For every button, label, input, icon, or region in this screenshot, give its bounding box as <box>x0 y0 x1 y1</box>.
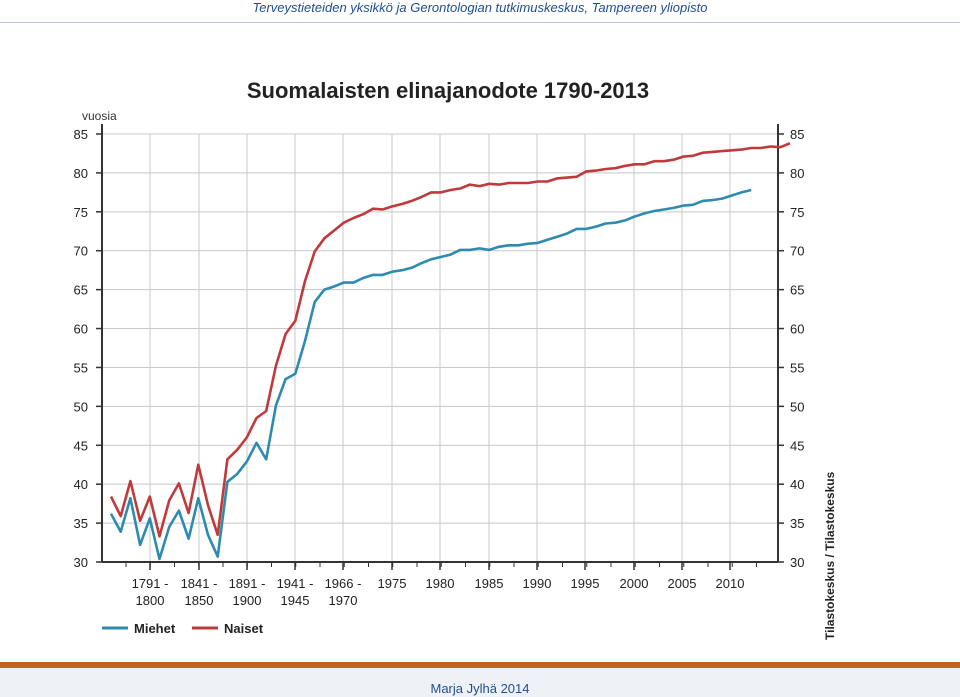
footer-panel <box>0 668 960 697</box>
y-tick-label-left: 65 <box>74 283 88 298</box>
x-tick-label: 1966 - <box>325 576 362 591</box>
header-divider <box>0 22 960 23</box>
series-line-miehet <box>109 188 752 561</box>
series-line-naiset <box>109 142 791 538</box>
bottom-accent-band <box>0 662 960 668</box>
y-tick-label-right: 30 <box>790 555 804 570</box>
y-tick-label-right: 45 <box>790 438 804 453</box>
author-footer: Marja Jylhä 2014 <box>430 681 530 696</box>
y-tick-label-left: 55 <box>74 360 88 375</box>
y-tick-label-right: 85 <box>790 127 804 142</box>
x-tick-labels: 1791 - 1800 1841 - 1850 1891 - 1900 1941 - 1945… <box>132 576 745 608</box>
y-tick-label-left: 35 <box>74 516 88 531</box>
presentation-header: Terveystieteiden yksikkö ja Gerontologia… <box>252 0 708 15</box>
y-tick-label-left: 75 <box>74 205 88 220</box>
x-tick-label: 2010 <box>716 576 745 591</box>
legend: Miehet Naiset <box>102 621 264 636</box>
y-tick-label-right: 55 <box>790 360 804 375</box>
y-tick-label-right: 40 <box>790 477 804 492</box>
x-tick-label: 2000 <box>620 576 649 591</box>
legend-label-miehet: Miehet <box>134 621 176 636</box>
x-tick-label: 1980 <box>426 576 455 591</box>
x-tick-label-second-line: 1800 <box>136 593 165 608</box>
x-tick-label: 1990 <box>523 576 552 591</box>
y-tick-label-right: 75 <box>790 205 804 220</box>
y-tick-label-right: 80 <box>790 166 804 181</box>
y-tick-label-right: 65 <box>790 283 804 298</box>
x-tick-label: 1975 <box>378 576 407 591</box>
axes <box>96 124 784 570</box>
y-tick-label-left: 30 <box>74 555 88 570</box>
y-tick-label-right: 50 <box>790 399 804 414</box>
legend-label-naiset: Naiset <box>224 621 264 636</box>
x-tick-label-second-line: 1970 <box>329 593 358 608</box>
y-tick-label-right: 60 <box>790 322 804 337</box>
life-expectancy-chart: Suomalaisten elinajanodote 1790-2013 vuo… <box>74 78 837 640</box>
y-tick-label-left: 45 <box>74 438 88 453</box>
y-tick-label-left: 80 <box>74 166 88 181</box>
y-tick-label-left: 40 <box>74 477 88 492</box>
y-tick-labels-right: 30 35 40 45 50 55 60 65 70 75 80 85 <box>790 127 804 570</box>
x-tick-label: 1841 - <box>181 576 218 591</box>
x-tick-label: 1985 <box>475 576 504 591</box>
chart-title: Suomalaisten elinajanodote 1790-2013 <box>247 78 649 103</box>
x-tick-label-second-line: 1945 <box>281 593 310 608</box>
x-tick-label: 1995 <box>571 576 600 591</box>
y-tick-labels-left: 30 35 40 45 50 55 60 65 70 75 80 85 <box>74 127 88 570</box>
x-tick-label-second-line: 1900 <box>233 593 262 608</box>
y-tick-label-left: 70 <box>74 244 88 259</box>
source-label: Tilastokeskus / Tilastokeskus <box>823 471 837 640</box>
grid-lines <box>102 133 778 563</box>
x-tick-label: 2005 <box>668 576 697 591</box>
y-tick-label-right: 70 <box>790 244 804 259</box>
x-tick-label: 1891 - <box>229 576 266 591</box>
x-tick-label: 1941 - <box>277 576 314 591</box>
y-tick-label-right: 35 <box>790 516 804 531</box>
y-tick-label-left: 85 <box>74 127 88 142</box>
y-tick-label-left: 60 <box>74 322 88 337</box>
y-axis-unit-label: vuosia <box>82 109 117 123</box>
y-tick-label-left: 50 <box>74 399 88 414</box>
series-lines <box>109 142 791 561</box>
x-tick-label: 1791 - <box>132 576 169 591</box>
x-tick-label-second-line: 1850 <box>185 593 214 608</box>
